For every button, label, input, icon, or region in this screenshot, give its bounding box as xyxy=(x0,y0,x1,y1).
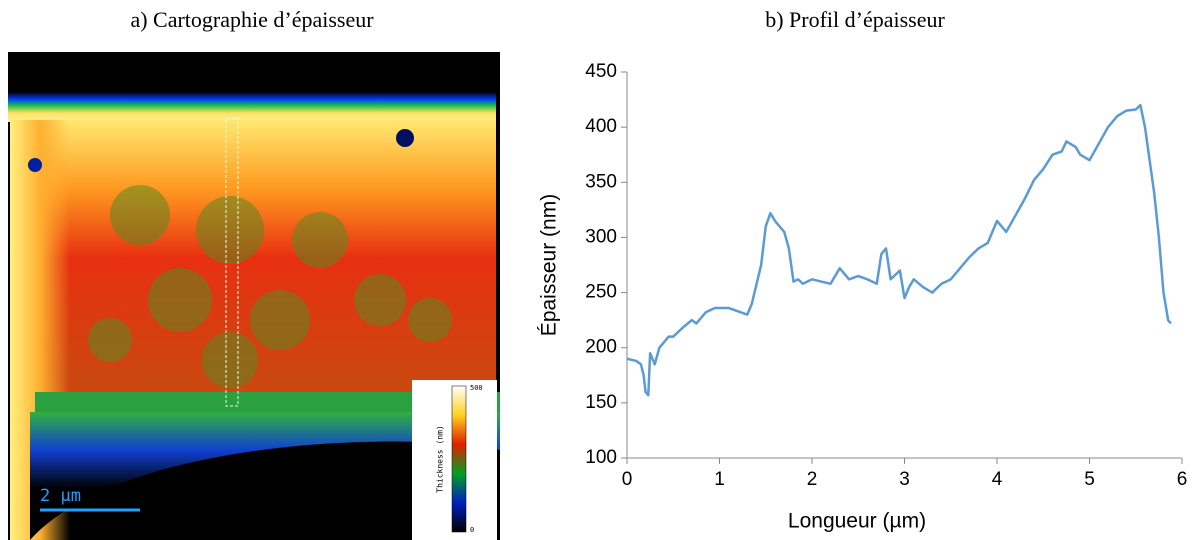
line-series xyxy=(626,103,1172,397)
x-tick-label: 4 xyxy=(992,469,1003,490)
y-tick-label: 100 xyxy=(585,447,617,468)
x-tick-label: 6 xyxy=(1177,469,1188,490)
colorbar-min: 0 xyxy=(470,526,474,534)
y-tick-label: 350 xyxy=(585,171,617,192)
map-title: a) Cartographie d’épaisseur xyxy=(130,7,374,32)
x-tick-label: 5 xyxy=(1084,469,1095,490)
y-axis-label: Épaisseur (nm) xyxy=(538,194,561,336)
x-tick-label: 3 xyxy=(899,469,910,490)
x-axis-label: Longueur (µm) xyxy=(788,510,926,533)
chart-title: b) Profil d’épaisseur xyxy=(765,7,945,32)
thickness-map: 2 µm 500 0 Thickness (nm) xyxy=(8,52,500,540)
y-tick-label: 150 xyxy=(585,392,617,413)
y-tick-label: 300 xyxy=(585,226,617,247)
colorbar-label: Thickness (nm) xyxy=(436,425,445,492)
x-tick-label: 1 xyxy=(714,469,725,490)
y-tick-label: 400 xyxy=(585,116,617,137)
x-tick-label: 2 xyxy=(807,469,818,490)
y-tick-label: 450 xyxy=(585,61,617,82)
x-tick-label: 0 xyxy=(622,469,633,490)
scale-bar-label: 2 µm xyxy=(40,486,81,506)
y-tick-label: 200 xyxy=(585,337,617,358)
y-tick-label: 250 xyxy=(585,282,617,303)
colorbar-max: 500 xyxy=(470,384,483,392)
